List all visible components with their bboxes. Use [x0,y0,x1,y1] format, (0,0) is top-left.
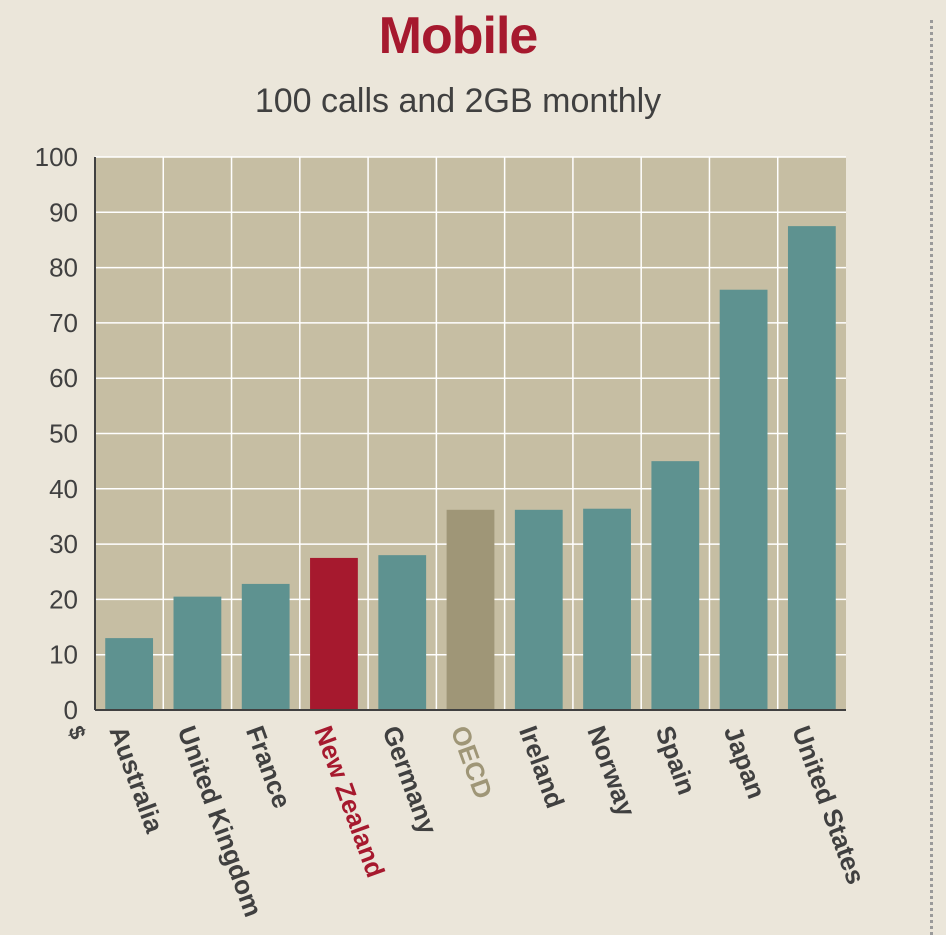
bar-spain [651,461,700,710]
x-tick-label: Australia [103,722,169,837]
bar-japan [719,289,768,710]
bar-united-kingdom [173,596,222,710]
y-tick-label: 40 [49,474,78,504]
dotted-divider [930,20,933,935]
x-tick-label: Germany [377,722,444,839]
x-tick-label: Norway [581,722,641,821]
bar-norway [583,508,631,710]
x-tick-label: France [240,722,297,812]
x-tick-label: New Zealand [308,722,391,882]
axes [94,157,846,711]
chart-title: Mobile [378,7,539,65]
y-tick-label: 80 [49,253,78,283]
bar-germany [378,555,427,710]
y-tick-label: 0 [64,695,78,725]
y-tick-label: 20 [49,584,78,614]
bar-ireland [514,509,563,710]
bars [105,226,836,710]
bar-france [241,583,290,710]
y-tick-label: 90 [49,197,78,227]
y-tick-labels: 0 10 20 30 40 50 60 70 80 90 100 [35,142,78,725]
bar-united-states [787,226,836,710]
x-tick-label: Spain [650,722,702,799]
bar-new-zealand [310,557,358,710]
y-tick-label: 30 [49,529,78,559]
y-tick-label: 70 [49,308,78,338]
y-tick-label: 60 [49,363,78,393]
x-tick-label: Ireland [513,722,570,812]
x-tick-label: Japan [718,722,772,803]
y-tick-label: 50 [49,419,78,449]
y-tick-label: 100 [35,142,78,172]
y-axis-unit-label: $ [63,722,91,742]
bar-australia [105,638,154,710]
y-tick-label: 10 [49,640,78,670]
chart-subtitle: 100 calls and 2GB monthly [254,82,662,120]
x-tick-label: United States [786,722,871,888]
x-tick-label: OECD [445,722,499,803]
bar-oecd [446,509,495,710]
